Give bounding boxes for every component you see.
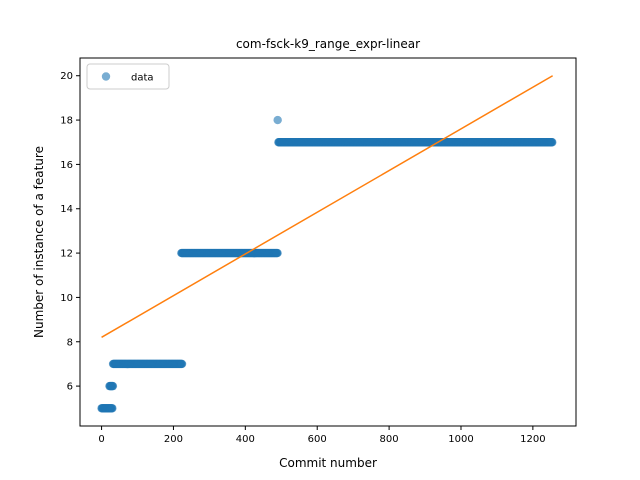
chart-title: com-fsck-k9_range_expr-linear [236,37,420,51]
x-tick-label: 400 [236,434,255,445]
linear-fit-line [101,75,554,338]
y-axis: 6 8 10 12 14 16 18 20 [60,71,80,393]
data-point [108,381,118,391]
x-tick-label: 1000 [448,434,473,445]
x-axis-title: Commit number [279,456,377,470]
data-point [273,115,282,125]
y-tick-label: 12 [60,249,73,260]
y-tick-label: 20 [60,71,73,82]
plot-area [97,75,557,413]
y-axis-title: Number of instance of a feature [32,146,46,338]
legend-marker-data [101,72,111,81]
x-axis: 0 200 400 600 800 1000 1200 [98,426,546,445]
axes-frame [79,57,577,427]
y-tick-label: 10 [60,293,73,304]
x-tick-label: 800 [380,434,399,445]
legend-label-data: data [131,73,154,84]
y-tick-label: 8 [67,337,73,348]
data-point [273,248,282,258]
legend: data [86,63,170,90]
data-point [548,138,557,147]
x-tick-label: 1200 [520,434,545,445]
x-tick-label: 600 [308,434,327,445]
x-tick-label: 0 [98,434,104,445]
data-point [177,359,187,369]
y-tick-label: 14 [60,204,73,215]
legend-box [86,63,170,90]
y-tick-label: 6 [67,382,73,393]
data-point [108,404,117,413]
y-tick-label: 16 [60,160,73,171]
y-tick-label: 18 [60,116,73,127]
x-tick-label: 200 [164,434,183,445]
